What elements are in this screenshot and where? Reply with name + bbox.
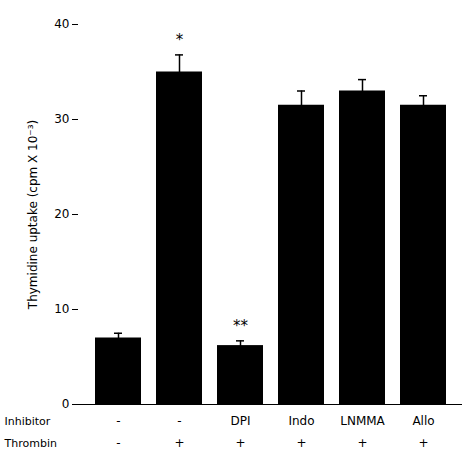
svg-text:-: - xyxy=(177,414,181,428)
svg-text:+: + xyxy=(357,436,367,450)
svg-text:+: + xyxy=(174,436,184,450)
svg-text:Inhibitor: Inhibitor xyxy=(5,415,51,428)
svg-text:**: ** xyxy=(233,317,249,335)
svg-text:Thrombin: Thrombin xyxy=(4,437,57,450)
svg-text:Allo: Allo xyxy=(412,414,434,428)
svg-text:+: + xyxy=(418,436,428,450)
svg-text:40: 40 xyxy=(54,17,69,31)
svg-text:+: + xyxy=(235,436,245,450)
svg-text:Indo: Indo xyxy=(288,414,314,428)
svg-text:30: 30 xyxy=(54,112,69,126)
svg-text:-: - xyxy=(116,436,120,450)
svg-text:+: + xyxy=(296,436,306,450)
svg-text:0: 0 xyxy=(62,397,70,411)
svg-text:-: - xyxy=(116,414,120,428)
svg-text:20: 20 xyxy=(54,207,69,221)
svg-text:*: * xyxy=(176,31,184,49)
svg-text:DPI: DPI xyxy=(230,414,250,428)
svg-text:LNMMA: LNMMA xyxy=(340,414,385,428)
svg-text:Thymidine uptake (cpm X 10⁻³): Thymidine uptake (cpm X 10⁻³) xyxy=(26,120,40,310)
svg-text:10: 10 xyxy=(54,302,69,316)
